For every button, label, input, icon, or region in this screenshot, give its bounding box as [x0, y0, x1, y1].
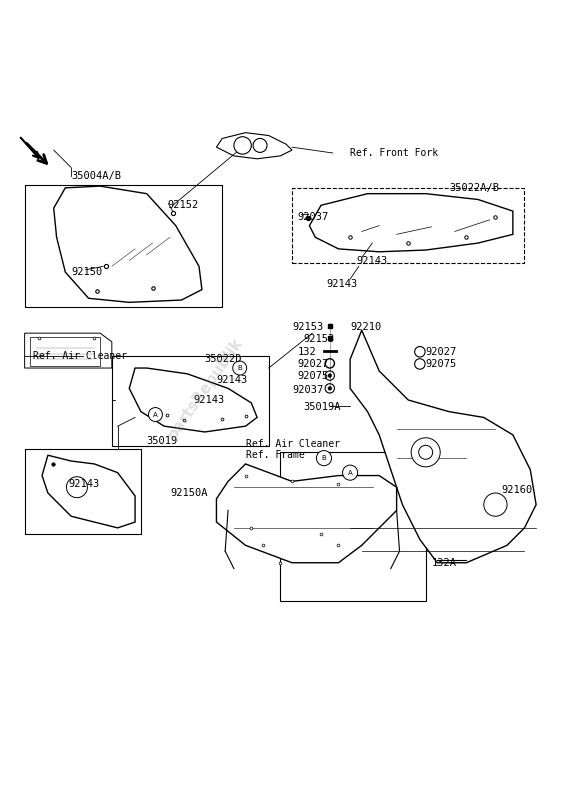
Text: 132: 132 — [298, 346, 317, 357]
Text: Ref. Front Fork: Ref. Front Fork — [350, 148, 438, 158]
Text: 35022A/B: 35022A/B — [449, 183, 499, 193]
Circle shape — [317, 450, 332, 466]
Text: 92160: 92160 — [501, 485, 533, 495]
Polygon shape — [350, 330, 536, 562]
Circle shape — [325, 371, 335, 380]
Circle shape — [415, 358, 425, 369]
Bar — [280, 452, 426, 601]
Bar — [30, 338, 100, 366]
Text: 92037: 92037 — [298, 212, 329, 222]
Text: 35004A/B: 35004A/B — [71, 171, 121, 182]
Polygon shape — [310, 194, 513, 252]
Circle shape — [148, 407, 162, 422]
Circle shape — [234, 137, 251, 154]
Text: 92075: 92075 — [426, 359, 457, 369]
Circle shape — [419, 446, 433, 459]
Text: 92143: 92143 — [217, 374, 248, 385]
Text: 92150A: 92150A — [170, 488, 207, 498]
Text: B: B — [322, 455, 326, 461]
Text: 92150: 92150 — [71, 267, 102, 277]
Bar — [25, 450, 141, 534]
Text: 92153: 92153 — [292, 322, 324, 332]
Text: 92143: 92143 — [327, 278, 358, 289]
Circle shape — [67, 477, 88, 498]
Circle shape — [328, 374, 332, 378]
Polygon shape — [217, 133, 292, 158]
Bar — [112, 357, 269, 446]
Circle shape — [325, 358, 335, 368]
Text: Ref. Air Cleaner: Ref. Air Cleaner — [33, 351, 127, 362]
Polygon shape — [129, 368, 257, 432]
Text: B: B — [237, 365, 242, 371]
Text: 92037: 92037 — [292, 385, 324, 394]
Text: 92143: 92143 — [356, 255, 387, 266]
Circle shape — [253, 138, 267, 152]
Text: 132A: 132A — [432, 558, 457, 568]
Polygon shape — [25, 333, 112, 368]
Polygon shape — [217, 464, 397, 562]
Circle shape — [232, 361, 246, 375]
Text: 92027: 92027 — [426, 346, 457, 357]
Circle shape — [328, 386, 332, 390]
Text: 92075: 92075 — [298, 370, 329, 381]
Text: partsRepublik: partsRepublik — [164, 335, 245, 442]
Text: 35019: 35019 — [147, 436, 178, 446]
PathPatch shape — [54, 186, 202, 302]
Text: 92210: 92210 — [350, 322, 381, 332]
Text: Ref. Frame: Ref. Frame — [245, 450, 304, 460]
Text: Ref. Air Cleaner: Ref. Air Cleaner — [245, 438, 339, 449]
Text: 92143: 92143 — [68, 479, 99, 490]
Circle shape — [411, 438, 440, 467]
Text: 92027: 92027 — [298, 359, 329, 369]
Circle shape — [343, 465, 357, 480]
Circle shape — [325, 384, 335, 393]
Text: 92153: 92153 — [304, 334, 335, 344]
Bar — [25, 185, 223, 307]
Text: A: A — [153, 411, 158, 418]
Text: A: A — [347, 470, 353, 476]
Polygon shape — [42, 455, 135, 528]
Circle shape — [415, 346, 425, 357]
Text: 92143: 92143 — [193, 395, 224, 405]
Text: 92152: 92152 — [167, 200, 199, 210]
Text: 35022D: 35022D — [205, 354, 242, 364]
Text: 35019A: 35019A — [304, 402, 341, 412]
Bar — [292, 188, 524, 263]
Circle shape — [484, 493, 507, 516]
